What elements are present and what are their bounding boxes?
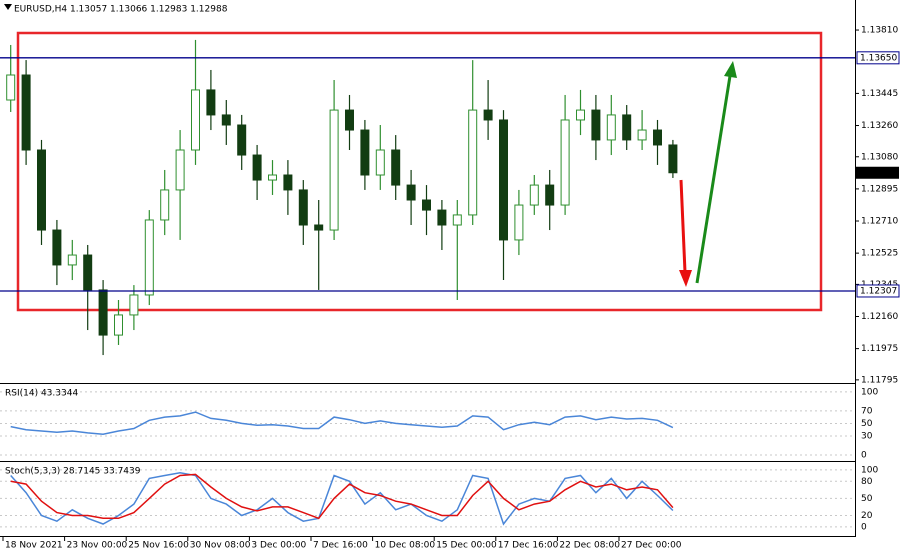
y-tick-label: 1.12895 — [861, 184, 898, 194]
candle-body — [529, 184, 539, 206]
x-tick-label: 27 Dec 00:00 — [621, 541, 682, 551]
range-box — [16, 31, 823, 312]
candle-body — [545, 184, 555, 206]
y-tick-label: 70 — [861, 406, 873, 416]
candle-body — [576, 109, 585, 121]
x-tick-label: 18 Nov 2021 — [5, 541, 63, 551]
y-tick-label: 100 — [861, 387, 878, 397]
x-tick-label: 23 Nov 00:00 — [67, 541, 128, 551]
candle-body — [83, 254, 93, 291]
level-label-box — [856, 284, 900, 298]
stoch-title: Stoch(5,3,3) 28.7145 33.7439 — [5, 467, 141, 477]
level-label: 1.12307 — [860, 286, 897, 296]
y-tick-label: 0 — [861, 522, 867, 532]
level-label: 1.13650 — [860, 53, 897, 63]
candle-body — [375, 149, 385, 176]
candle-body — [37, 149, 46, 231]
down-arrow — [679, 179, 692, 287]
candle-body — [191, 89, 200, 151]
current-price-label: 1.12988 — [860, 168, 897, 178]
candle-body — [67, 254, 77, 266]
x-tick-label: 7 Dec 16:00 — [313, 541, 368, 551]
candle-body — [206, 89, 216, 116]
candle-body — [129, 294, 139, 316]
candle-body — [268, 174, 277, 181]
x-tick-label: 30 Nov 08:00 — [190, 541, 251, 551]
candle-body — [437, 209, 447, 226]
y-tick-label: 1.13260 — [861, 121, 898, 131]
candle-body — [422, 199, 431, 211]
x-tick-label: 25 Nov 16:00 — [128, 541, 189, 551]
candle-body — [298, 189, 308, 226]
y-tick-label: 80 — [861, 477, 873, 487]
candle-body — [483, 109, 493, 121]
y-tick-label: 1.12710 — [861, 217, 898, 227]
indicator-line — [10, 411, 674, 435]
candle-body — [360, 129, 370, 176]
y-tick-label: 0 — [861, 450, 867, 460]
y-tick-label: 1.13445 — [861, 89, 898, 99]
x-tick-label: 22 Dec 08:00 — [559, 541, 620, 551]
candle-body — [221, 114, 231, 126]
x-tick-label: 10 Dec 08:00 — [375, 541, 436, 551]
y-tick-label: 100 — [861, 465, 878, 475]
candle-body — [144, 219, 154, 296]
y-tick-label: 1.12525 — [861, 249, 898, 259]
candle-body — [283, 174, 293, 191]
y-tick-label: 1.11795 — [861, 375, 898, 385]
candle-body — [452, 214, 462, 226]
candle-body — [345, 109, 354, 131]
up-arrow — [695, 61, 737, 284]
menu-icon[interactable] — [4, 4, 12, 10]
candle-body — [175, 149, 185, 191]
candle-body — [391, 149, 401, 186]
x-tick-label: 3 Dec 00:00 — [251, 541, 306, 551]
candle-body — [6, 74, 16, 101]
candle-body — [468, 109, 478, 216]
y-tick-label: 30 — [861, 432, 873, 442]
candle-body — [98, 289, 108, 336]
candle-body — [668, 144, 678, 174]
x-tick-label: 17 Dec 16:00 — [498, 541, 559, 551]
candle-body — [252, 154, 262, 181]
rsi-title: RSI(14) 43.3344 — [5, 389, 78, 399]
candle-body — [514, 204, 524, 241]
candle-body — [606, 114, 616, 141]
level-label-box — [856, 51, 900, 65]
x-tick-label: 15 Dec 00:00 — [436, 541, 497, 551]
chart-title: EURUSD,H4 1.13057 1.13066 1.12983 1.1298… — [14, 5, 228, 15]
y-tick-label: 1.13810 — [861, 26, 898, 36]
candle-body — [52, 229, 62, 266]
candle-body — [314, 224, 324, 231]
y-tick-label: 1.13080 — [861, 152, 898, 162]
candle-body — [114, 314, 123, 336]
candle-body — [406, 184, 416, 201]
candle-body — [237, 124, 247, 156]
y-tick-label: 1.11975 — [861, 344, 898, 354]
candle-body — [329, 109, 339, 231]
candle-body — [591, 109, 601, 141]
candle-body — [637, 129, 647, 141]
candle-body — [160, 189, 170, 221]
candle-body — [622, 114, 632, 141]
indicator-line — [10, 473, 674, 520]
current-price-box — [856, 166, 899, 179]
candle-body — [499, 119, 508, 241]
y-tick-label: 20 — [861, 511, 873, 521]
candle-body — [560, 119, 570, 206]
candle-body — [21, 74, 31, 151]
y-tick-label: 50 — [861, 494, 873, 504]
indicator-line — [10, 471, 674, 526]
candle-body — [653, 129, 662, 146]
y-tick-label: 50 — [861, 419, 873, 429]
y-tick-label: 1.12160 — [861, 312, 898, 322]
